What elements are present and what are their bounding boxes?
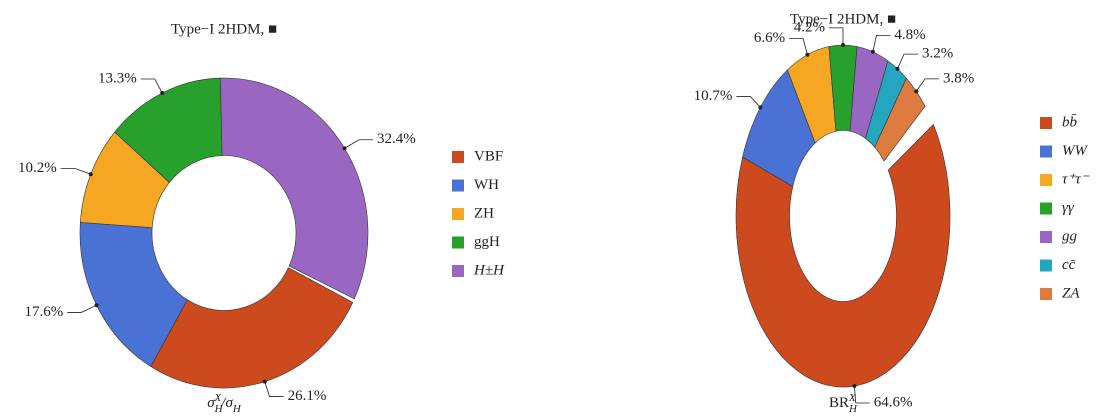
leader-line [736, 96, 761, 108]
data-label: 26.1% [288, 388, 327, 404]
leader-dot [852, 384, 857, 389]
leader-line [915, 78, 940, 92]
legend-swatch [1040, 288, 1052, 300]
legend-label: WH [474, 177, 499, 193]
legend-label: γγ [1062, 200, 1075, 216]
leader-line [60, 167, 91, 175]
data-label: 13.3% [98, 70, 137, 86]
axis-label-part: H [214, 403, 224, 415]
legend-label: ZH [474, 205, 494, 221]
legend-label: VBF [474, 148, 503, 164]
legend-swatch [1040, 231, 1052, 243]
axis-label-part: σ [207, 395, 215, 411]
data-label: 32.4% [377, 131, 416, 147]
legend-label: τ⁺τ⁻ [1062, 171, 1090, 187]
axis-label-part: X [848, 392, 857, 404]
leader-dot [805, 52, 810, 57]
leader-dot [914, 89, 919, 94]
leader-dot [870, 49, 875, 54]
data-label: 6.6% [754, 30, 785, 46]
legend-swatch [452, 265, 464, 277]
axis-label-part: BR [829, 395, 849, 411]
legend-swatch [1040, 145, 1052, 158]
leader-dot [342, 146, 347, 151]
legend-label: gg [1062, 228, 1078, 244]
leader-line [854, 385, 870, 404]
leader-dot [94, 303, 99, 308]
legend-label: H±H [473, 262, 505, 278]
legend-label: WW [1062, 143, 1088, 159]
leader-line [140, 78, 163, 94]
slice [874, 77, 926, 162]
axis-label-part: X [214, 392, 223, 404]
leader-line [264, 381, 284, 397]
leader-dot [758, 105, 763, 110]
legend-swatch [1040, 174, 1052, 186]
slice [79, 222, 188, 367]
legend-swatch [452, 151, 464, 163]
leader-line [789, 38, 808, 55]
data-label: 64.6% [874, 394, 913, 410]
leader-dot [262, 379, 267, 384]
data-label: 4.2% [794, 19, 825, 35]
legend-swatch [1040, 202, 1052, 215]
chart-title: Type−I 2HDM, ■ [790, 11, 896, 27]
slice [735, 123, 951, 388]
chart-title: Type−I 2HDM, ■ [171, 21, 277, 37]
legend-label: bb̄ [1062, 114, 1078, 130]
data-label: 10.2% [18, 160, 57, 176]
axis-label-part: H [848, 403, 858, 415]
data-label: 3.2% [922, 46, 953, 62]
leader-dot [160, 91, 165, 96]
legend-swatch [452, 236, 464, 249]
data-label: 4.8% [894, 27, 925, 43]
data-label: 17.6% [25, 304, 64, 320]
axis-label-part: /σ [220, 395, 233, 411]
leader-line [67, 304, 97, 313]
data-label: 3.8% [943, 70, 974, 86]
legend-label: cc̄ [1062, 257, 1076, 273]
legend-swatch [452, 179, 464, 192]
slice [219, 77, 369, 300]
leader-dot [88, 172, 93, 177]
data-label: 10.7% [694, 88, 733, 104]
axis-label: BRHX [829, 392, 858, 415]
slice [150, 267, 354, 389]
axis-label-part: H [232, 403, 242, 415]
leader-dot [895, 66, 900, 71]
leader-line [897, 53, 919, 69]
leader-line [829, 27, 844, 45]
leader-line [872, 34, 891, 52]
legend-swatch [452, 208, 464, 220]
legend-label: ggH [474, 234, 500, 250]
legend-label: ZA [1062, 285, 1080, 301]
axis-label: σHX/σH [207, 392, 242, 415]
leader-dot [841, 43, 845, 47]
legend-swatch [1040, 117, 1052, 129]
leader-line [344, 139, 374, 149]
legend-swatch [1040, 259, 1052, 272]
